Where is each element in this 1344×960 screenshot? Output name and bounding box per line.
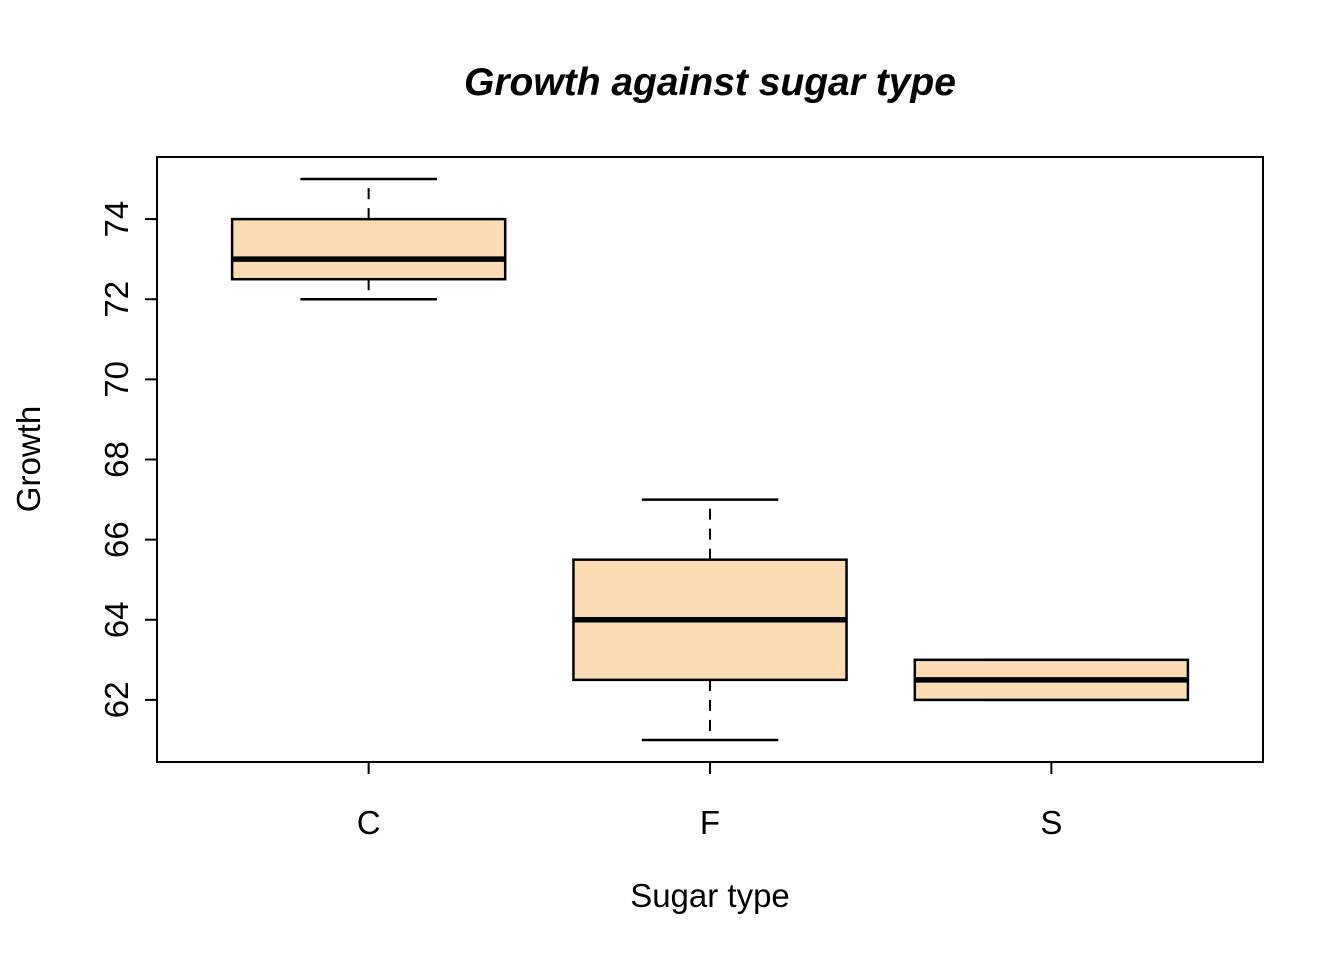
y-tick-label-72: 72	[98, 281, 135, 318]
y-tick-label-74: 74	[98, 201, 135, 238]
x-tick-label-C: C	[357, 804, 381, 841]
y-tick-label-62: 62	[98, 682, 135, 719]
chart-title: Growth against sugar type	[464, 61, 956, 104]
y-axis-label: Growth	[10, 406, 47, 512]
y-tick-label-64: 64	[98, 601, 135, 638]
x-tick-label-S: S	[1040, 804, 1062, 841]
y-tick-label-68: 68	[98, 441, 135, 478]
y-tick-label-66: 66	[98, 521, 135, 558]
y-tick-label-70: 70	[98, 361, 135, 398]
plot-content: 62 64 66 68 70 72 74 C F S	[98, 156, 1264, 841]
box-C	[230, 217, 507, 281]
x-tick-label-F: F	[700, 804, 720, 841]
x-axis-label: Sugar type	[630, 877, 790, 914]
